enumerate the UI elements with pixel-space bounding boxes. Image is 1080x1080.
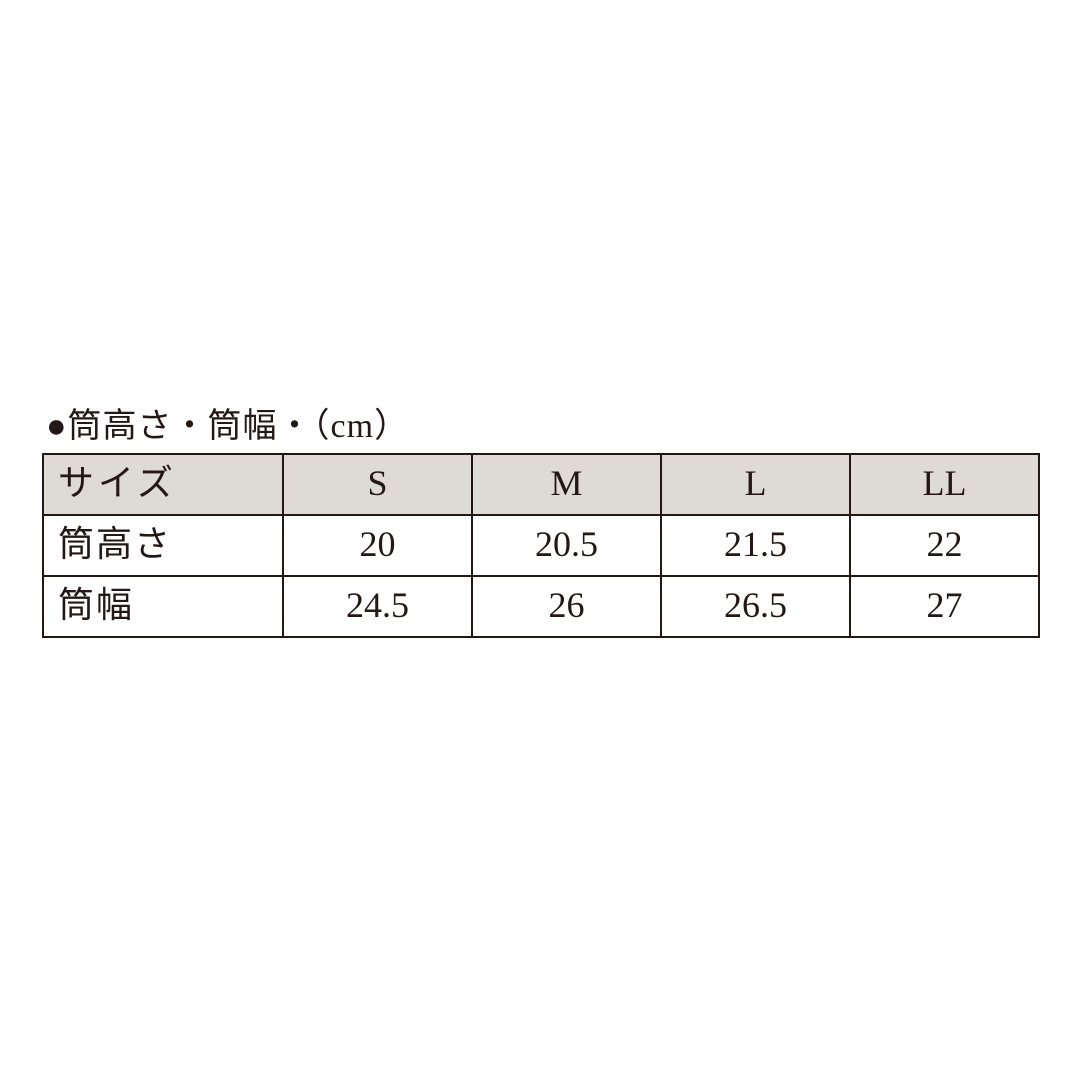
page: ●筒高さ・筒幅・（cm） サイズ S M L LL 筒高さ 20 20.5 (0, 0, 1080, 1080)
cell-value: 26 (472, 576, 661, 637)
cell-value: 20.5 (472, 515, 661, 576)
table-row: 筒幅 24.5 26 26.5 27 (43, 576, 1039, 637)
row-label-width: 筒幅 (43, 576, 283, 637)
table-row: 筒高さ 20 20.5 21.5 22 (43, 515, 1039, 576)
size-table: サイズ S M L LL 筒高さ 20 20.5 21.5 22 筒幅 24.5 (42, 453, 1040, 638)
cell-value: 21.5 (661, 515, 850, 576)
col-header-ll: LL (850, 454, 1039, 515)
cell-value: 26.5 (661, 576, 850, 637)
size-chart-block: ●筒高さ・筒幅・（cm） サイズ S M L LL 筒高さ 20 20.5 (42, 398, 1038, 638)
row-label-height: 筒高さ (43, 515, 283, 576)
col-header-l: L (661, 454, 850, 515)
table-caption: ●筒高さ・筒幅・（cm） (46, 398, 1038, 447)
col-header-size: サイズ (43, 454, 283, 515)
cell-value: 24.5 (283, 576, 472, 637)
col-header-m: M (472, 454, 661, 515)
cell-value: 20 (283, 515, 472, 576)
table-header-row: サイズ S M L LL (43, 454, 1039, 515)
cell-value: 22 (850, 515, 1039, 576)
cell-value: 27 (850, 576, 1039, 637)
col-header-s: S (283, 454, 472, 515)
